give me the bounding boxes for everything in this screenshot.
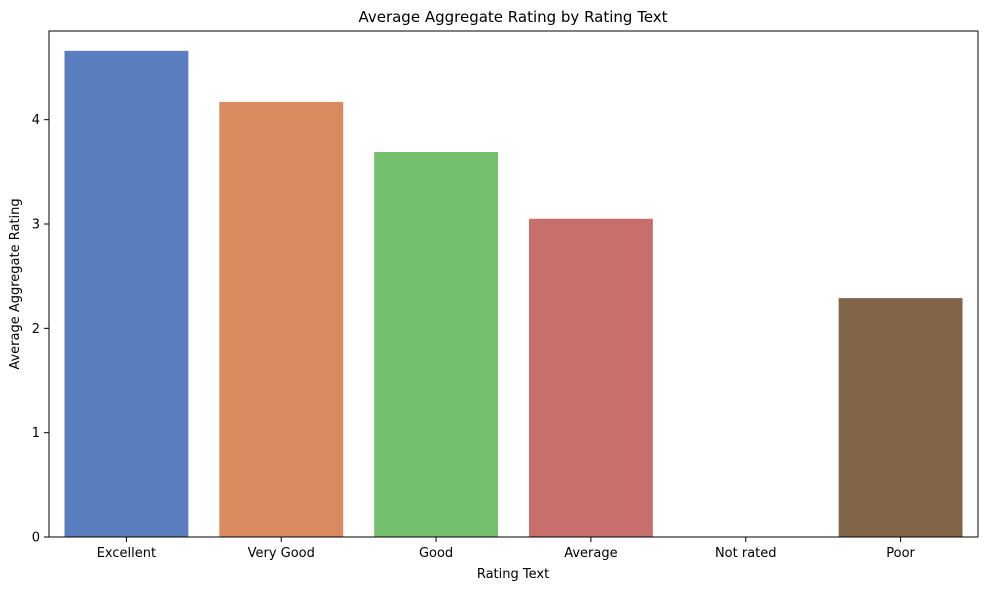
bar-poor (838, 298, 963, 537)
x-tick-label: Good (419, 546, 453, 561)
y-tick-label: 1 (32, 426, 40, 441)
y-tick-label: 0 (32, 531, 40, 546)
bar-good (374, 152, 499, 537)
y-tick-label: 2 (32, 322, 40, 337)
x-tick-label: Excellent (97, 546, 156, 561)
y-tick-label: 4 (32, 113, 40, 128)
y-axis: 0 1 2 3 4 (32, 113, 49, 546)
bar-average (528, 218, 653, 537)
y-tick-label: 3 (32, 218, 40, 233)
x-tick-label: Not rated (715, 546, 777, 561)
plot-frame (48, 30, 979, 538)
y-axis-title: Average Aggregate Rating (8, 198, 23, 369)
bars-group (64, 50, 963, 537)
x-tick-label: Average (564, 546, 617, 561)
x-tick-label: Poor (886, 546, 915, 561)
x-axis: Excellent Very Good Good Average Not rated Po… (97, 537, 916, 561)
bar-excellent (64, 50, 189, 537)
bar-very-good (219, 101, 344, 537)
chart-title: Average Aggregate Rating by Rating Text (358, 8, 667, 26)
x-axis-title: Rating Text (477, 567, 549, 582)
x-tick-label: Very Good (248, 546, 315, 561)
